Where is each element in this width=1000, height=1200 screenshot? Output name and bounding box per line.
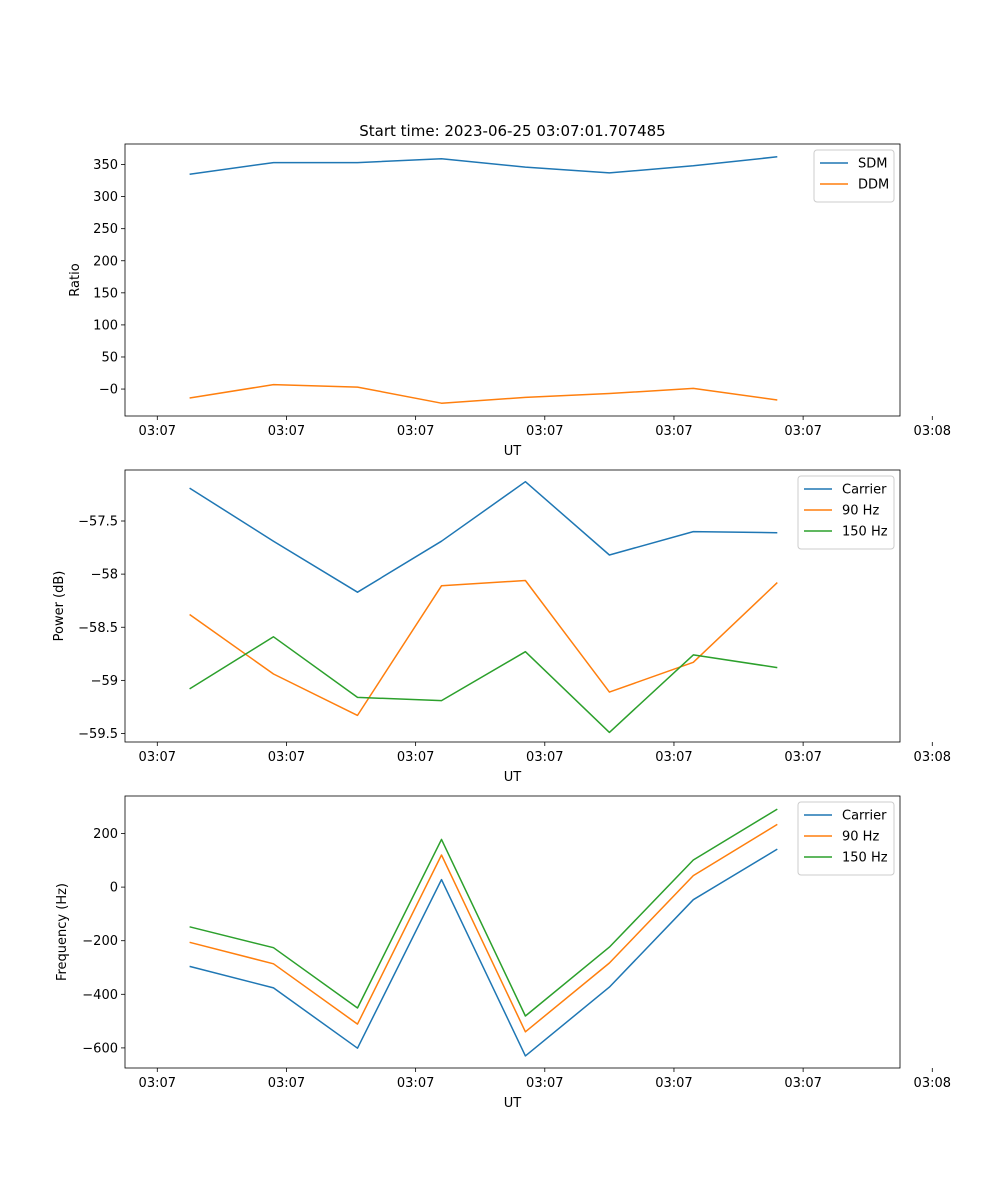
plot-frame [124,469,901,743]
x-tick-label: 03:07 [526,1076,563,1091]
y-axis-label: Ratio [68,263,83,296]
series-line-carrier [189,480,778,593]
chart-title: Start time: 2023-06-25 03:07:01.707485 [359,122,665,140]
x-tick-label: 03:07 [397,750,434,765]
y-tick-label: −200 [82,934,118,949]
panel-2: 03:07 03:07 03:07 03:07 03:07 03:07 03:08 −59.5… [52,469,951,785]
legend-entry: 90 Hz [842,504,879,519]
y-tick-label: −58 [91,568,118,583]
plot-frame [124,143,901,417]
legend-entry: Carrier [842,483,887,498]
x-tick-label: 03:07 [268,1076,305,1091]
y-tick-label: −600 [82,1041,118,1056]
y-tick-label: 300 [93,190,118,205]
x-tick-label: 03:07 [655,750,692,765]
y-tick-label: −400 [82,988,118,1003]
panel-3: 03:07 03:07 03:07 03:07 03:07 03:07 03:08 −600 −… [55,795,951,1111]
legend-entry: 150 Hz [842,851,888,866]
x-tick-label: 03:07 [784,1076,821,1091]
x-tick-label: 03:07 [139,1076,176,1091]
x-axis-label: UT [504,444,522,459]
x-tick-label: 03:07 [526,424,563,439]
series-line-sdm [189,156,778,175]
x-tick-label: 03:07 [655,424,692,439]
y-tick-label: 0 [110,881,118,896]
x-tick-label: 03:07 [784,750,821,765]
y-tick-label: 250 [93,222,118,237]
series-line-150-hz [189,808,778,1017]
x-tick-label: 03:07 [526,750,563,765]
series-line-ddm [189,383,778,404]
y-tick-label: 200 [93,827,118,842]
x-tick-label: 03:07 [397,1076,434,1091]
plot-frame [124,795,901,1069]
y-tick-label: −59.5 [78,727,118,742]
y-tick-label: −58.5 [78,621,118,636]
x-tick-label: 03:07 [139,750,176,765]
x-tick-label: 03:07 [655,1076,692,1091]
legend-entry: DDM [858,178,889,193]
legend-entry: 90 Hz [842,830,879,845]
x-axis-label: UT [504,770,522,785]
y-tick-label: −57.5 [78,515,118,530]
panel-1: 03:07 03:07 03:07 03:07 03:07 03:07 03:08 −0 50 1… [68,143,951,459]
x-tick-label: 03:07 [397,424,434,439]
legend-entry: SDM [858,157,887,172]
series-line-90-hz [189,823,778,1033]
y-tick-label: 200 [93,254,118,269]
legend-entry: Carrier [842,809,887,824]
x-tick-label: 03:08 [914,424,951,439]
legend: Carrier 90 Hz 150 Hz [797,801,895,876]
y-tick-label: 50 [101,350,118,365]
series-line-carrier [189,848,778,1057]
x-axis-label: UT [504,1096,522,1111]
legend: Carrier 90 Hz 150 Hz [797,475,895,550]
x-tick-label: 03:07 [268,750,305,765]
series-line-150-hz [189,636,778,734]
y-tick-label: 150 [93,286,118,301]
legend-entry: 150 Hz [842,525,888,540]
x-tick-label: 03:07 [139,424,176,439]
y-tick-label: −59 [91,674,118,689]
y-axis-label: Power (dB) [52,571,67,642]
x-tick-label: 03:08 [914,750,951,765]
y-tick-label: −0 [99,383,118,398]
x-tick-label: 03:07 [784,424,821,439]
x-tick-label: 03:07 [268,424,305,439]
x-tick-label: 03:08 [914,1076,951,1091]
y-tick-label: 350 [93,158,118,173]
legend: SDM DDM [813,149,895,203]
y-tick-label: 100 [93,318,118,333]
y-axis-label: Frequency (Hz) [55,883,70,981]
